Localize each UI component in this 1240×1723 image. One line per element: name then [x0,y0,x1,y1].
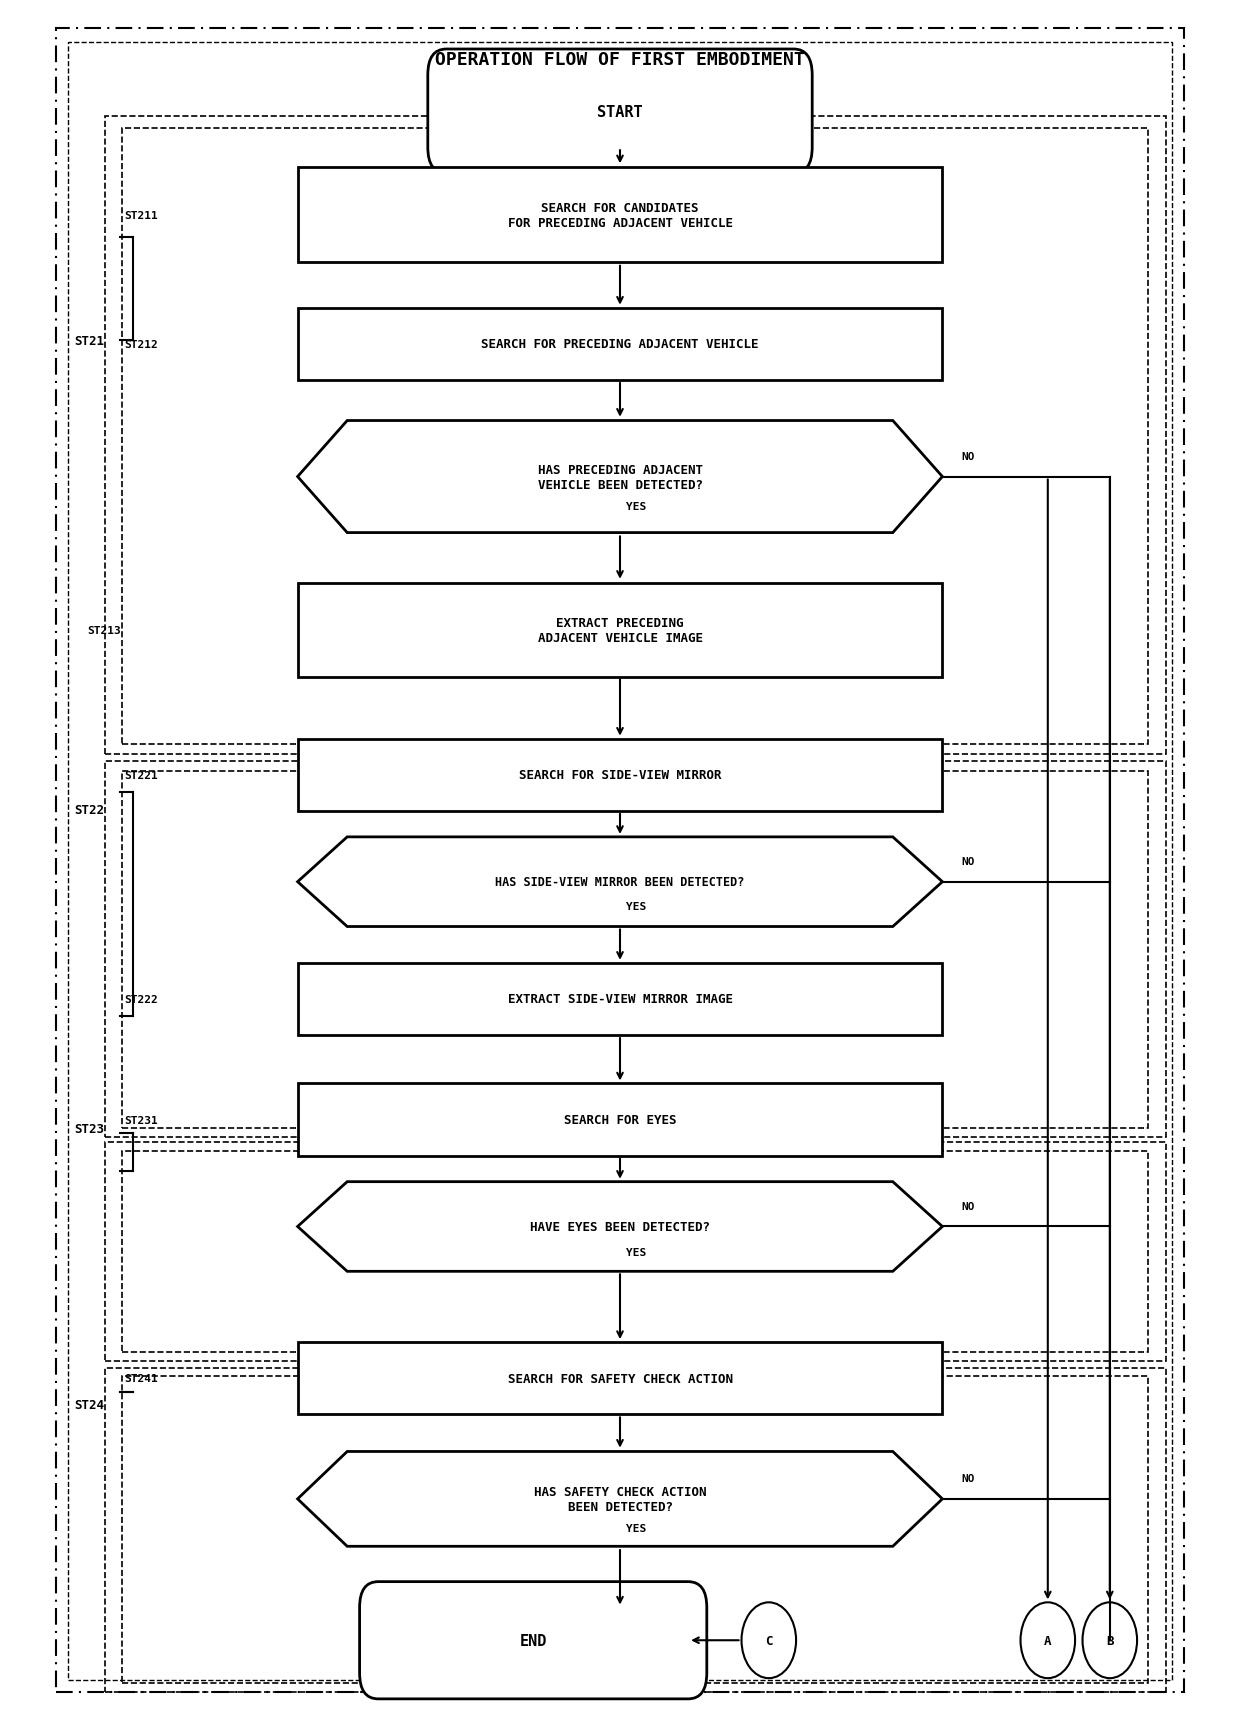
Bar [105,117,1166,755]
Text: ST22: ST22 [74,803,104,817]
Text: OPERATION FLOW OF FIRST EMBODIMENT: OPERATION FLOW OF FIRST EMBODIMENT [435,52,805,69]
Polygon shape [298,422,942,534]
Bar [105,1142,1166,1361]
Bar [122,1377,1148,1683]
Text: SEARCH FOR CANDIDATES
FOR PRECEDING ADJACENT VEHICLE: SEARCH FOR CANDIDATES FOR PRECEDING ADJA… [507,202,733,229]
Text: EXTRACT PRECEDING
ADJACENT VEHICLE IMAGE: EXTRACT PRECEDING ADJACENT VEHICLE IMAGE [537,617,703,644]
Text: HAVE EYES BEEN DETECTED?: HAVE EYES BEEN DETECTED? [529,1220,711,1234]
Polygon shape [298,1182,942,1272]
Text: NO: NO [961,1201,975,1211]
Text: NO: NO [961,856,975,867]
Text: ST222: ST222 [124,994,157,1005]
Bar [122,772,1148,1129]
Bar [68,43,1172,1680]
Text: B: B [1106,1633,1114,1647]
Bar [298,1342,942,1415]
Text: ST211: ST211 [124,210,157,221]
Text: START: START [598,105,642,119]
Text: SEARCH FOR SAFETY CHECK ACTION: SEARCH FOR SAFETY CHECK ACTION [507,1372,733,1385]
Text: ST241: ST241 [124,1373,157,1384]
FancyBboxPatch shape [428,50,812,174]
Text: NO: NO [961,451,975,462]
Text: ST221: ST221 [124,770,157,781]
Text: YES: YES [626,1247,646,1258]
Bar [122,1151,1148,1353]
Bar [298,582,942,679]
Bar [298,167,942,264]
Bar [105,762,1166,1137]
Bar [105,1368,1166,1692]
Text: SEARCH FOR SIDE-VIEW MIRROR: SEARCH FOR SIDE-VIEW MIRROR [518,768,722,782]
Text: ST212: ST212 [124,339,157,350]
Bar [298,739,942,812]
Text: ST23: ST23 [74,1122,104,1135]
Bar [298,1084,942,1156]
Text: YES: YES [626,1523,646,1533]
Text: HAS SIDE-VIEW MIRROR BEEN DETECTED?: HAS SIDE-VIEW MIRROR BEEN DETECTED? [495,875,745,889]
Bar [298,963,942,1036]
Text: YES: YES [626,901,646,911]
Text: EXTRACT SIDE-VIEW MIRROR IMAGE: EXTRACT SIDE-VIEW MIRROR IMAGE [507,992,733,1006]
Text: NO: NO [961,1473,975,1484]
Text: END: END [520,1633,547,1647]
Text: SEARCH FOR PRECEDING ADJACENT VEHICLE: SEARCH FOR PRECEDING ADJACENT VEHICLE [481,338,759,351]
Text: ST24: ST24 [74,1397,104,1411]
Text: ST231: ST231 [124,1115,157,1125]
Polygon shape [298,1451,942,1547]
Text: ST21: ST21 [74,334,104,348]
FancyBboxPatch shape [360,1582,707,1699]
Bar [298,308,942,381]
Text: C: C [765,1633,773,1647]
Text: SEARCH FOR EYES: SEARCH FOR EYES [564,1113,676,1127]
Text: HAS SAFETY CHECK ACTION
BEEN DETECTED?: HAS SAFETY CHECK ACTION BEEN DETECTED? [533,1485,707,1513]
Text: YES: YES [626,501,646,512]
Bar [122,129,1148,744]
Text: ST213: ST213 [87,625,120,636]
Text: A: A [1044,1633,1052,1647]
Text: HAS PRECEDING ADJACENT
VEHICLE BEEN DETECTED?: HAS PRECEDING ADJACENT VEHICLE BEEN DETE… [537,463,703,491]
Polygon shape [298,837,942,927]
